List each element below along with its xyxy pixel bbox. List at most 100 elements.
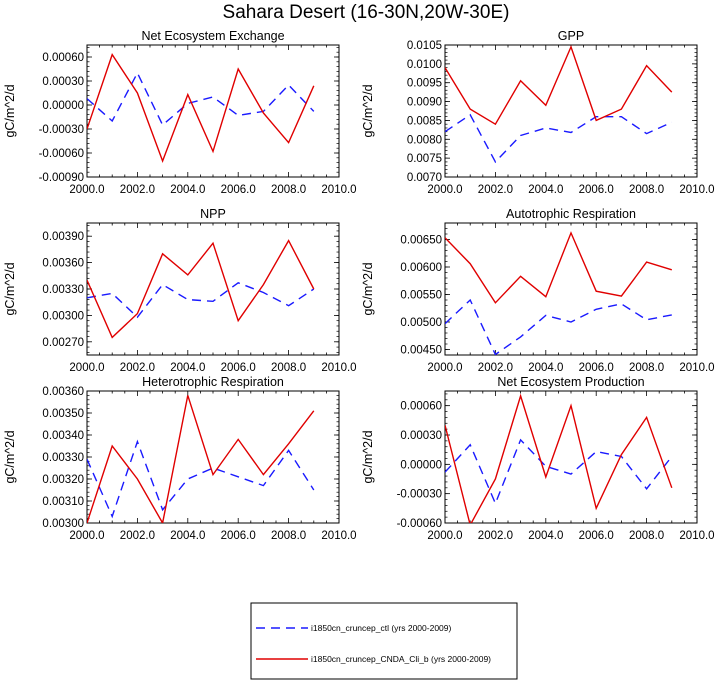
x-tick-label: 2000.0: [427, 184, 462, 196]
series-line-cnda: [87, 239, 315, 339]
y-tick-label: 0.0080: [407, 134, 442, 146]
x-tick-label: 2008.0: [629, 184, 664, 196]
x-tick-label: 2006.0: [221, 362, 256, 374]
y-axis-label: gC/m^2/d: [361, 262, 375, 315]
x-tick-label: 2010.0: [679, 362, 714, 374]
y-tick-label: 0.00350: [42, 408, 84, 420]
x-tick-label: 2000.0: [69, 530, 104, 542]
x-tick-label: 2000.0: [69, 184, 104, 196]
y-tick-label: 0.0070: [407, 172, 442, 184]
legend-box: [250, 602, 518, 680]
x-tick-label: 2002.0: [120, 530, 155, 542]
y-tick-label: 0.00300: [42, 518, 84, 530]
x-tick-label: 2010.0: [679, 184, 714, 196]
legend-label-ctl: i1850cn_cruncep_ctl (yrs 2000-2009): [311, 623, 452, 633]
panel-title: Net Ecosystem Exchange: [141, 29, 284, 43]
y-tick-label: 0.0100: [407, 59, 442, 71]
y-axis-label: gC/m^2/d: [3, 84, 17, 137]
y-tick-label: -0.00060: [39, 148, 84, 160]
x-tick-label: 2010.0: [321, 530, 356, 542]
x-tick-label: 2010.0: [679, 530, 714, 542]
x-tick-label: 2006.0: [221, 530, 256, 542]
x-tick-label: 2010.0: [321, 184, 356, 196]
y-tick-label: 0.00340: [42, 430, 84, 442]
panel-1: Net Ecosystem Exchange gC/m^2/d 2000.0 2002…: [3, 29, 357, 196]
y-tick-label: -0.00090: [39, 172, 84, 184]
x-tick-label: 2008.0: [629, 362, 664, 374]
y-tick-label: 0.00060: [42, 52, 84, 64]
x-tick-label: 2002.0: [478, 184, 513, 196]
y-tick-label: 0.00000: [42, 100, 84, 112]
panel-3: NPP gC/m^2/d 2000.0 2002.0 2004.0 2006.0 2008.…: [3, 207, 357, 374]
series-line-ctl: [445, 438, 673, 506]
x-tick-label: 2008.0: [271, 362, 306, 374]
x-tick-label: 2000.0: [427, 362, 462, 374]
y-tick-label: 0.00360: [42, 258, 84, 270]
y-tick-label: 0.00310: [42, 496, 84, 508]
panel-6: Net Ecosystem Production gC/m^2/d 2000.0 20…: [361, 375, 715, 542]
series-line-ctl: [445, 298, 672, 355]
y-tick-label: 0.00330: [42, 284, 84, 296]
y-axis-label: gC/m^2/d: [3, 262, 17, 315]
plot-frame: [444, 222, 698, 356]
y-tick-label: 0.00000: [400, 459, 442, 471]
x-tick-label: 2004.0: [170, 530, 205, 542]
panel-2: GPP gC/m^2/d 2000.0 2002.0 2004.0 2006.0 2008.…: [361, 29, 715, 196]
series-line-cnda: [87, 395, 315, 523]
y-tick-label: 0.00330: [42, 452, 84, 464]
legend: i1850cn_cruncep_ctl (yrs 2000-2009) i185…: [250, 602, 518, 680]
y-tick-label: 0.00450: [400, 345, 442, 357]
x-tick-label: 2006.0: [221, 184, 256, 196]
plot-frame: [86, 390, 340, 524]
y-tick-label: 0.0075: [407, 153, 442, 165]
y-tick-label: 0.00270: [42, 337, 84, 349]
x-tick-label: 2004.0: [528, 184, 563, 196]
series-line-cnda: [87, 53, 315, 163]
y-tick-label: -0.00030: [397, 489, 442, 501]
y-tick-label: 0.00030: [42, 76, 84, 88]
x-tick-label: 2006.0: [579, 530, 614, 542]
x-tick-label: 2000.0: [69, 362, 104, 374]
x-tick-label: 2004.0: [528, 530, 563, 542]
series-line-cnda: [445, 393, 673, 523]
y-tick-label: 0.00360: [42, 386, 84, 398]
y-tick-label: 0.0095: [407, 78, 442, 90]
x-tick-label: 2000.0: [427, 530, 462, 542]
series-line-ctl: [87, 282, 315, 319]
y-tick-label: 0.0085: [407, 115, 442, 127]
y-tick-label: 0.00650: [400, 235, 442, 247]
series-line-ctl: [445, 113, 673, 164]
y-axis-label: gC/m^2/d: [361, 84, 375, 137]
legend-label-cnda: i1850cn_cruncep_CNDA_Cli_b (yrs 2000-200…: [311, 654, 491, 664]
panel-4: Autotrophic Respiration gC/m^2/d 2000.0 200…: [361, 207, 715, 374]
y-tick-label: -0.00030: [39, 124, 84, 136]
x-tick-label: 2006.0: [579, 184, 614, 196]
x-tick-label: 2004.0: [170, 362, 205, 374]
plot-frame: [86, 44, 340, 178]
series-line-ctl: [87, 71, 315, 127]
x-tick-label: 2008.0: [271, 530, 306, 542]
panel-title: NPP: [200, 207, 226, 221]
y-tick-label: 0.00300: [42, 310, 84, 322]
x-tick-label: 2002.0: [478, 362, 513, 374]
y-axis-label: gC/m^2/d: [3, 430, 17, 483]
panel-title: Autotrophic Respiration: [506, 207, 636, 221]
x-tick-label: 2002.0: [120, 362, 155, 374]
panel-title: Net Ecosystem Production: [497, 375, 644, 389]
x-tick-label: 2004.0: [528, 362, 563, 374]
x-tick-label: 2008.0: [629, 530, 664, 542]
x-tick-label: 2002.0: [478, 530, 513, 542]
y-tick-label: 0.00550: [400, 290, 442, 302]
x-tick-label: 2006.0: [579, 362, 614, 374]
y-tick-label: 0.00390: [42, 231, 84, 243]
y-tick-label: 0.0090: [407, 97, 442, 109]
y-tick-label: 0.00030: [400, 430, 442, 442]
series-line-ctl: [87, 439, 315, 519]
x-tick-label: 2002.0: [120, 184, 155, 196]
x-tick-label: 2008.0: [271, 184, 306, 196]
panels: Net Ecosystem Exchange gC/m^2/d 2000.0 2002…: [3, 29, 715, 542]
figure-title: Sahara Desert (16-30N,20W-30E): [223, 2, 510, 23]
y-tick-label: 0.00600: [400, 262, 442, 274]
y-axis-label: gC/m^2/d: [361, 430, 375, 483]
